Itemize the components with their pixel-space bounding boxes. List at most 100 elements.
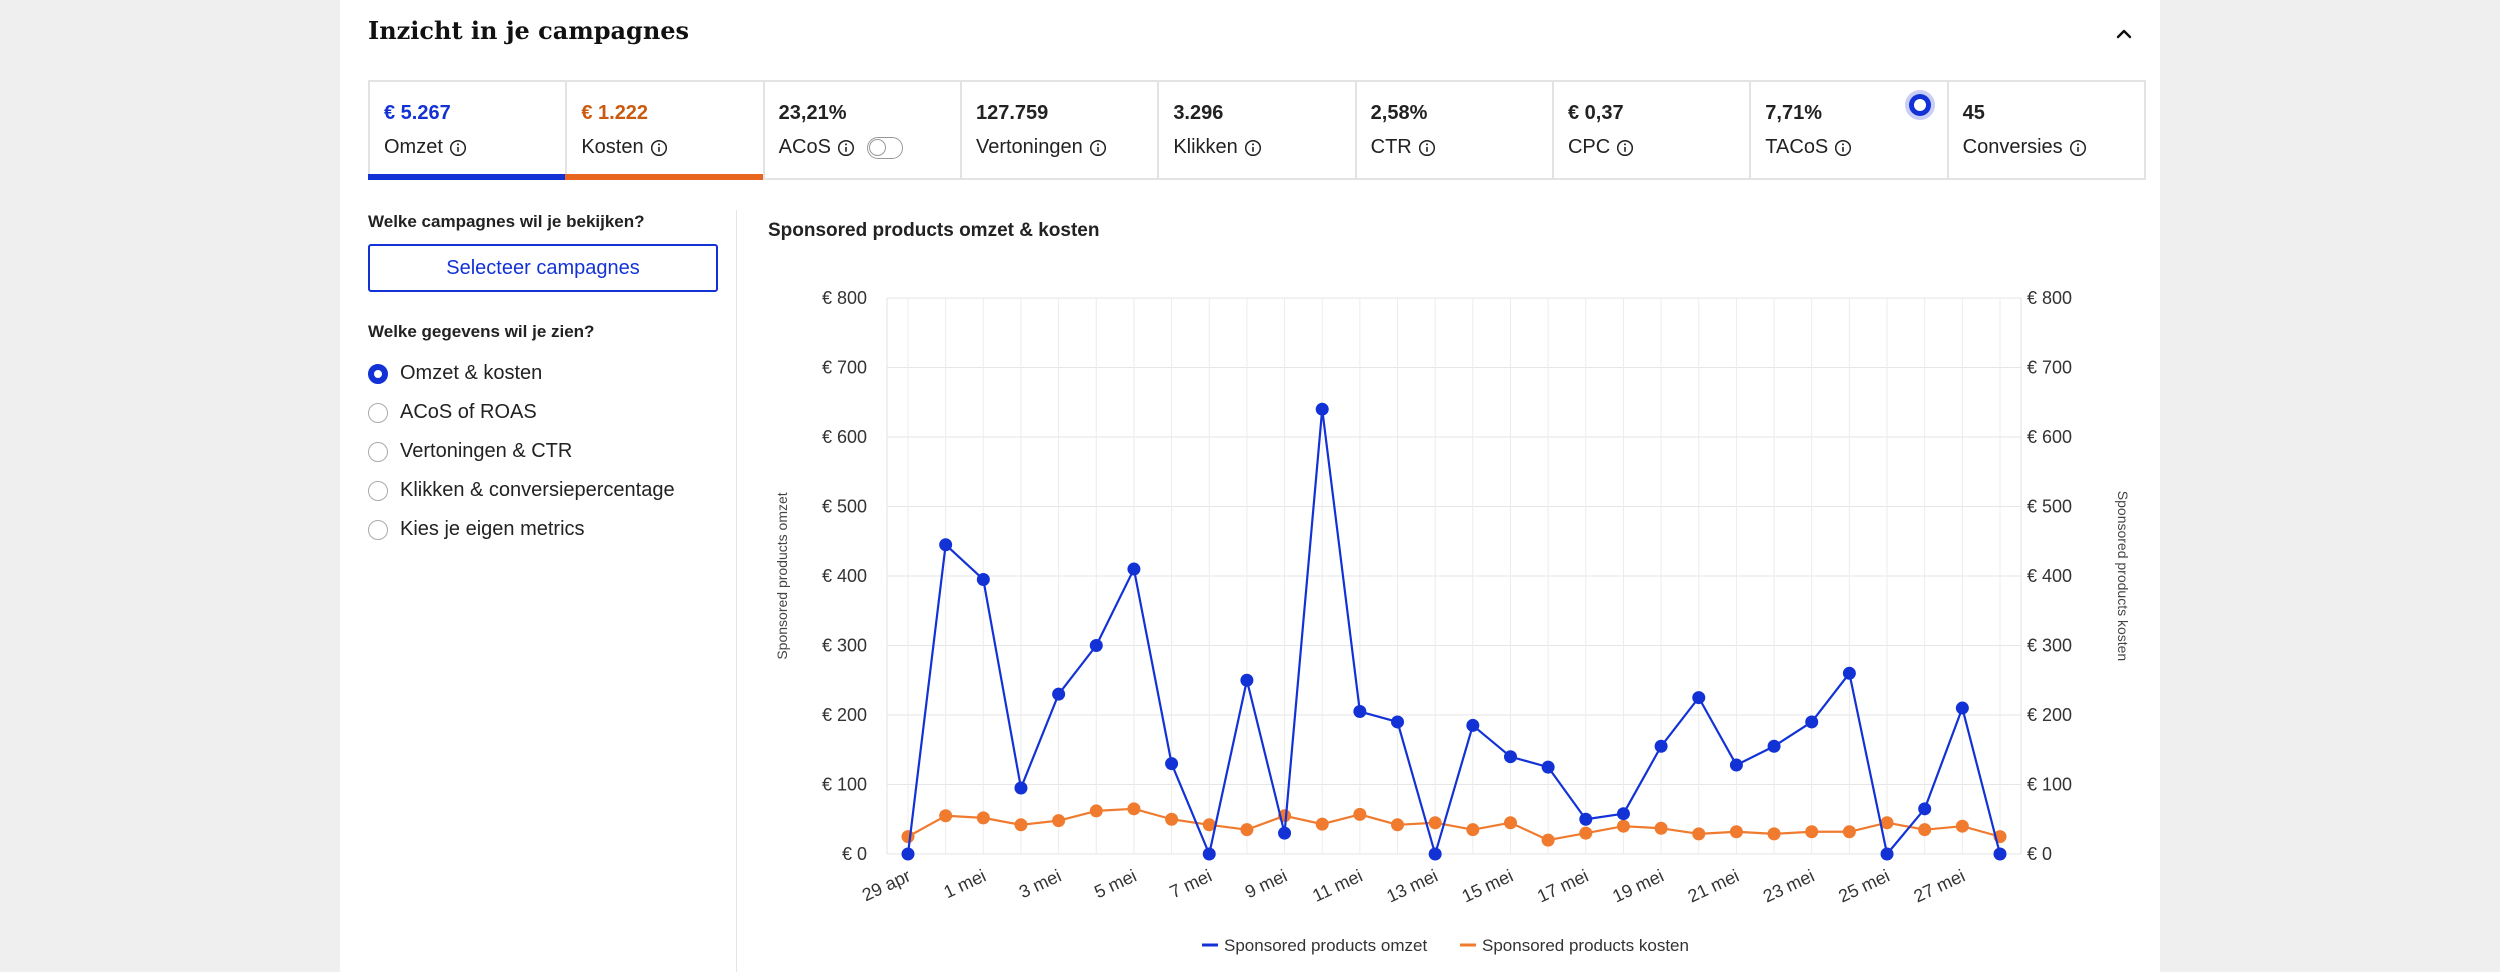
info-icon[interactable] [650,139,668,157]
y-tick-left: € 700 [822,358,867,378]
data-point-omzet [1089,639,1103,652]
data-point-omzet [1240,673,1254,687]
data-point-omzet [1278,826,1292,840]
info-icon[interactable] [837,139,855,157]
data-point-kosten [1089,804,1103,818]
x-tick: 25 mei [1835,865,1892,906]
y-tick-right: € 200 [2027,705,2072,725]
metric-tile-conversies[interactable]: 45 Conversies [1946,80,2146,180]
info-icon[interactable] [1834,139,1852,157]
data-point-omzet [1202,847,1216,861]
metric-tile-omzet[interactable]: € 5.267 Omzet [368,80,568,180]
metric-tiles: € 5.267 Omzet € 1.222 Kosten 23,21% ACoS 127.7… [368,80,2146,180]
data-point-kosten [1503,816,1517,830]
x-tick: 29 apr [859,865,914,905]
metric-option[interactable]: ACoS of ROAS [368,393,675,432]
metric-label: Conversies [1962,136,2063,158]
y-axis-label-right: Sponsored products kosten [2115,491,2131,661]
data-point-kosten [1955,819,1969,833]
data-point-omzet [1880,847,1894,861]
metric-option[interactable]: Klikken & conversiepercentage [368,471,675,510]
radio-button[interactable] [368,363,388,384]
metric-tile-tacos[interactable]: 7,71% TACoS [1749,80,1949,180]
metric-option[interactable]: Vertoningen & CTR [368,432,675,471]
metric-options: Omzet & kosten ACoS of ROAS Vertoningen & … [368,354,675,549]
acos-toggle[interactable] [866,136,903,159]
data-point-kosten [1654,821,1668,835]
metric-label: CPC [1567,136,1611,158]
metric-value: 7,71% [1765,102,1823,124]
info-icon[interactable] [1418,139,1436,157]
data-point-kosten [1805,825,1819,839]
y-tick-left: € 400 [822,566,867,586]
metric-label-row: CTR [1371,136,1436,159]
metric-tile-klikken[interactable]: 3.296 Klikken [1157,80,1357,180]
metric-label: Kosten [581,136,644,158]
data-point-omzet [1541,760,1555,774]
y-tick-right: € 700 [2027,358,2072,378]
radio-button[interactable] [368,480,388,501]
metric-label: ACoS [778,136,831,158]
metric-option[interactable]: Omzet & kosten [368,354,675,393]
y-tick-left: € 600 [822,427,867,447]
info-icon[interactable] [1089,139,1107,157]
x-tick: 9 mei [1242,865,1290,902]
data-point-omzet [1315,402,1329,416]
metric-value: 2,58% [1370,102,1428,124]
info-icon[interactable] [449,139,467,157]
metric-active-bar [368,174,568,180]
metric-label-row: ACoS [779,136,903,159]
info-icon[interactable] [2069,139,2087,157]
y-tick-left: € 800 [822,288,867,308]
data-point-omzet [1692,691,1706,705]
data-point-omzet [1579,812,1593,826]
y-tick-right: € 100 [2027,775,2072,795]
y-tick-right: € 400 [2027,566,2072,586]
data-point-kosten [1842,825,1856,839]
radio-button[interactable] [368,441,388,462]
info-icon[interactable] [1244,139,1262,157]
metric-option[interactable]: Kies je eigen metrics [368,510,675,549]
metric-value: 23,21% [778,102,847,124]
data-point-omzet [1842,666,1856,680]
select-campaigns-button[interactable]: Selecteer campagnes [368,244,718,292]
data-point-kosten [939,809,953,823]
x-tick: 5 mei [1091,865,1139,902]
data-point-omzet [1428,847,1442,861]
metric-tile-kosten[interactable]: € 1.222 Kosten [565,80,765,180]
y-tick-left: € 0 [842,844,867,864]
info-icon[interactable] [1616,139,1634,157]
data-point-kosten [1315,817,1329,831]
selection-dot-icon[interactable] [1908,94,1931,116]
collapse-button[interactable] [2112,22,2136,46]
data-point-omzet [939,538,953,552]
chevron-up-icon [2116,29,2132,39]
y-tick-right: € 300 [2027,636,2072,656]
data-point-kosten [1052,814,1066,828]
metric-tile-acos[interactable]: 23,21% ACoS [762,80,962,180]
data-point-kosten [1729,825,1743,839]
data-point-omzet [1391,715,1405,729]
y-tick-left: € 200 [822,705,867,725]
metric-label-row: Kosten [581,136,667,159]
data-point-kosten [1880,816,1894,830]
metric-tile-cpc[interactable]: € 0,37 CPC [1551,80,1752,180]
metric-tile-ctr[interactable]: 2,58% CTR [1354,80,1554,180]
y-tick-left: € 100 [822,775,867,795]
data-point-omzet [1805,715,1819,729]
x-tick: 23 mei [1760,865,1817,906]
data-point-kosten [1428,816,1442,830]
radio-button[interactable] [368,519,388,540]
data-point-kosten [1240,823,1254,837]
page-title: Inzicht in je campagnes [368,16,690,45]
x-tick: 27 mei [1911,865,1968,906]
y-tick-left: € 300 [822,636,867,656]
data-point-omzet [1014,781,1028,795]
y-tick-right: € 0 [2027,844,2052,864]
data-point-omzet [1918,802,1932,816]
metric-tile-vertoningen[interactable]: 127.759 Vertoningen [959,80,1160,180]
metric-label: CTR [1370,136,1412,158]
radio-button[interactable] [368,402,388,423]
data-point-omzet [901,847,915,861]
data-point-kosten [1767,827,1781,841]
